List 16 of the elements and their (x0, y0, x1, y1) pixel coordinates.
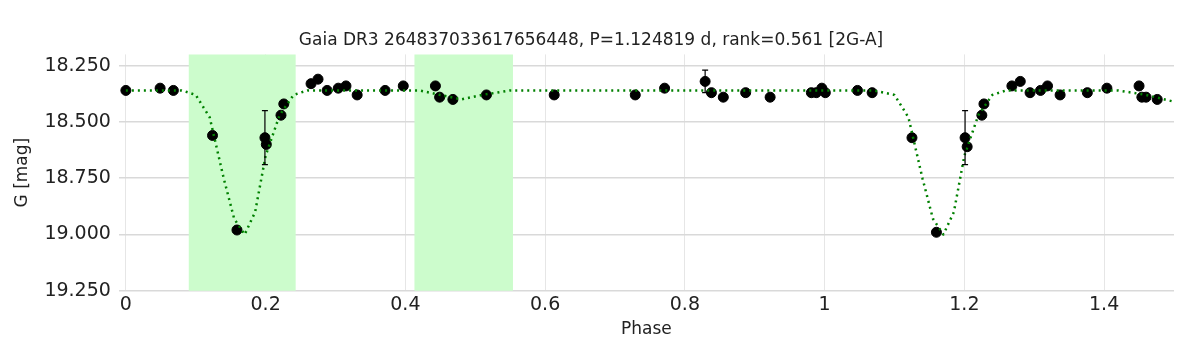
y-tick-label: 18.250 (44, 52, 111, 75)
x-tick-label: 1.4 (1089, 292, 1120, 315)
y-tick-label: 19.250 (44, 277, 111, 300)
x-tick-label: 0 (119, 292, 132, 315)
x-tick-label: 0.2 (250, 292, 281, 315)
x-tick-label: 0.8 (669, 292, 700, 315)
x-tick-label: 0.6 (530, 292, 561, 315)
x-tick-label: 1.2 (949, 292, 980, 315)
y-tick-label: 18.500 (44, 108, 111, 131)
chart-title: Gaia DR3 264837033617656448, P=1.124819 d, rank=0.561 [2G-A] (298, 28, 884, 49)
x-tick-label: 0.4 (390, 292, 421, 315)
y-axis-title: G [mag] (10, 137, 31, 208)
y-tick-label: 19.000 (44, 221, 111, 244)
x-tick-label: 1 (818, 292, 831, 315)
y-tick-label: 18.750 (44, 165, 111, 188)
x-axis-title: Phase (621, 318, 672, 339)
